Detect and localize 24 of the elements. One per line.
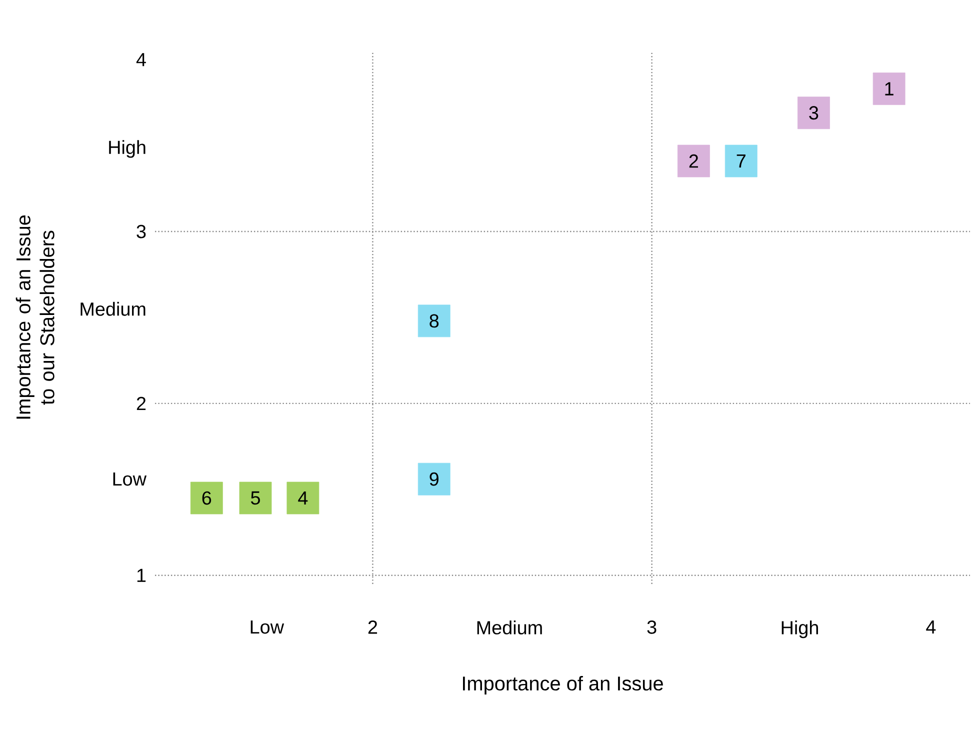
annotation: 4 [298,492,308,505]
x-axis-title: Importance of an Issue [463,676,663,695]
y-tick-label: 4 [136,53,146,66]
annotation: 1 [885,82,894,96]
y-tick-label: Medium [80,302,146,316]
y-tick-label: 2 [136,396,146,410]
annotation: 5 [250,491,260,505]
annotation: 3 [809,106,818,120]
annotation: 7 [736,154,746,168]
x-tick-label: 2 [368,620,378,634]
annotation: 2 [689,154,698,168]
x-tick-label: Low [250,620,284,634]
y-tick-label: Low [113,472,147,486]
x-tick-label: 3 [647,620,656,634]
x-tick-label: Medium [477,620,542,634]
y-tick-label: 3 [136,224,146,238]
annotation: 9 [430,472,438,486]
y-tick-label: 1 [137,568,146,582]
annotation: 8 [430,314,439,328]
y-tick-label: High [109,140,146,158]
annotation: 6 [202,491,212,505]
x-tick-label: High [782,620,818,638]
y-axis-title: Importance of an Issue to our Stakeholders [16,215,54,419]
x-tick-label: 4 [926,620,936,634]
